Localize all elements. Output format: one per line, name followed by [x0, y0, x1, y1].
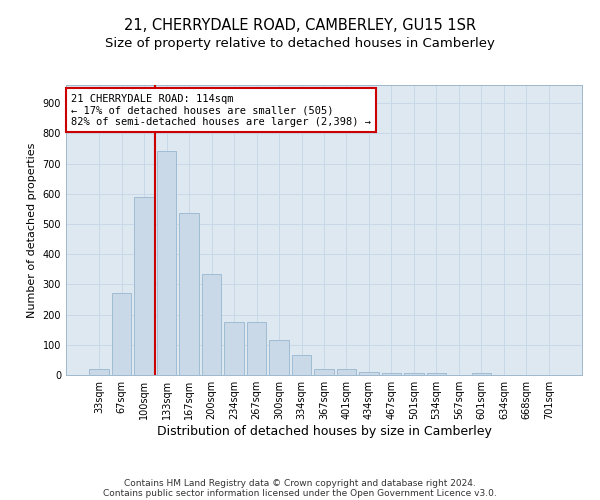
Bar [359, 372, 379, 375]
Text: 21, CHERRYDALE ROAD, CAMBERLEY, GU15 1SR: 21, CHERRYDALE ROAD, CAMBERLEY, GU15 1SR [124, 18, 476, 32]
Bar [337, 369, 356, 375]
X-axis label: Distribution of detached houses by size in Camberley: Distribution of detached houses by size … [157, 425, 491, 438]
Bar [404, 373, 424, 375]
Text: Contains HM Land Registry data © Crown copyright and database right 2024.: Contains HM Land Registry data © Crown c… [124, 478, 476, 488]
Bar [292, 355, 311, 375]
Bar [89, 369, 109, 375]
Bar [269, 340, 289, 375]
Bar [472, 373, 491, 375]
Bar [157, 152, 176, 375]
Bar [224, 322, 244, 375]
Text: 21 CHERRYDALE ROAD: 114sqm
← 17% of detached houses are smaller (505)
82% of sem: 21 CHERRYDALE ROAD: 114sqm ← 17% of deta… [71, 94, 371, 127]
Bar [427, 374, 446, 375]
Y-axis label: Number of detached properties: Number of detached properties [27, 142, 37, 318]
Text: Contains public sector information licensed under the Open Government Licence v3: Contains public sector information licen… [103, 488, 497, 498]
Bar [179, 214, 199, 375]
Bar [382, 372, 401, 375]
Bar [202, 274, 221, 375]
Bar [134, 197, 154, 375]
Bar [112, 294, 131, 375]
Bar [314, 369, 334, 375]
Bar [247, 322, 266, 375]
Text: Size of property relative to detached houses in Camberley: Size of property relative to detached ho… [105, 38, 495, 51]
